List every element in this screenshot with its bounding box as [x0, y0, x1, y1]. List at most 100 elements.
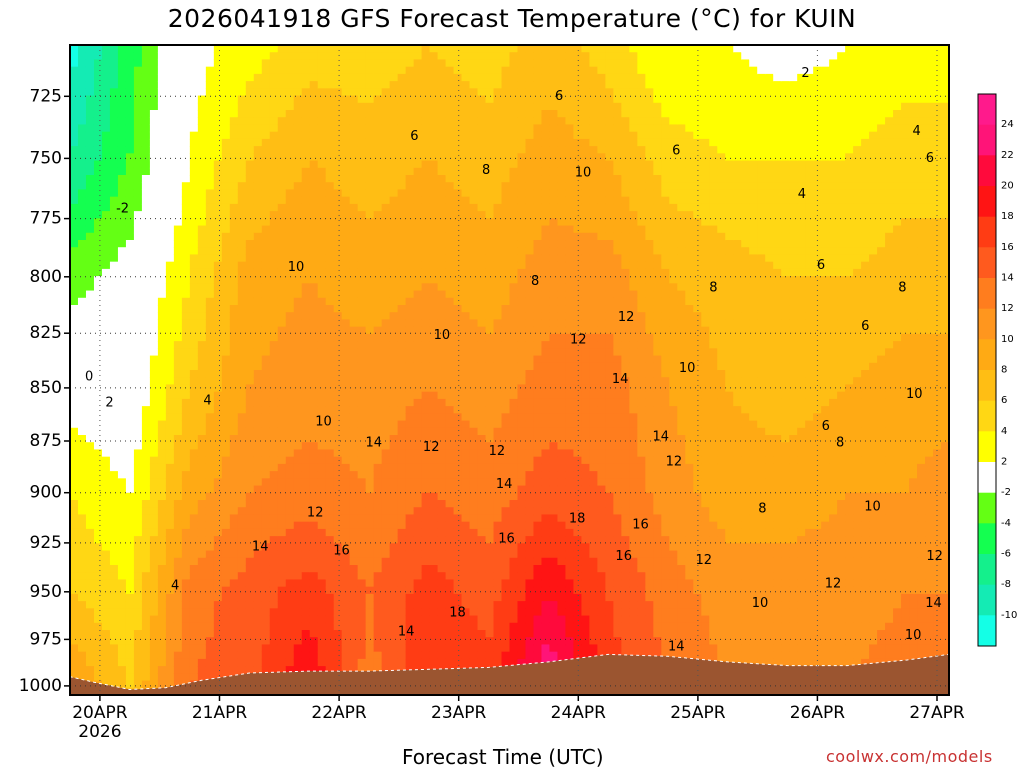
temperature-cell [221, 435, 231, 443]
temperature-cell [349, 88, 359, 97]
temperature-cell [453, 442, 463, 451]
temperature-cell [205, 333, 215, 342]
temperature-cell [269, 305, 279, 313]
temperature-cell [221, 456, 231, 465]
temperature-cell [77, 485, 87, 494]
temperature-cell [237, 442, 247, 451]
temperature-cell [485, 341, 495, 349]
temperature-cell [341, 153, 351, 162]
temperature-cell [133, 283, 143, 292]
temperature-cell [101, 341, 111, 349]
temperature-cell [205, 66, 215, 75]
temperature-cell [245, 45, 255, 53]
temperature-cell [237, 254, 247, 263]
temperature-cell [181, 153, 191, 162]
temperature-cell [429, 203, 439, 212]
temperature-cell [325, 666, 335, 674]
temperature-cell [381, 247, 391, 256]
temperature-cell [405, 45, 415, 53]
temperature-cell [253, 182, 263, 191]
temperature-cell [245, 326, 255, 335]
temperature-cell [341, 319, 351, 328]
temperature-cell [173, 297, 183, 306]
temperature-cell [253, 565, 263, 573]
temperature-cell [293, 492, 303, 501]
temperature-cell [429, 268, 439, 277]
temperature-cell [437, 514, 447, 523]
temperature-cell [109, 463, 119, 472]
temperature-cell [237, 615, 247, 624]
temperature-cell [261, 240, 271, 248]
temperature-cell [253, 521, 263, 530]
temperature-cell [413, 261, 423, 270]
temperature-cell [173, 673, 183, 682]
temperature-cell [221, 319, 231, 328]
temperature-cell [485, 146, 495, 154]
temperature-cell [381, 478, 391, 487]
temperature-cell [245, 435, 255, 443]
temperature-cell [77, 102, 87, 111]
temperature-cell [221, 615, 231, 624]
temperature-cell [133, 218, 143, 227]
temperature-cell [421, 167, 431, 176]
temperature-cell [493, 240, 503, 248]
temperature-cell [309, 348, 319, 357]
temperature-cell [501, 232, 511, 241]
temperature-cell [141, 500, 151, 508]
temperature-cell [469, 507, 479, 516]
temperature-cell [157, 182, 167, 191]
temperature-cell [205, 297, 215, 306]
temperature-cell [381, 218, 391, 227]
temperature-cell [461, 413, 471, 422]
temperature-cell [125, 586, 135, 595]
temperature-cell [77, 138, 87, 147]
temperature-cell [429, 175, 439, 183]
temperature-cell [333, 146, 343, 154]
temperature-cell [253, 492, 263, 501]
temperature-cell [221, 644, 231, 653]
temperature-cell [277, 232, 287, 241]
temperature-cell [357, 471, 367, 479]
temperature-cell [189, 131, 199, 140]
temperature-cell [181, 630, 191, 638]
temperature-cell [109, 557, 119, 566]
temperature-cell [341, 622, 351, 631]
temperature-cell [245, 478, 255, 487]
temperature-cell [189, 572, 199, 581]
temperature-cell [493, 297, 503, 306]
temperature-cell [453, 449, 463, 458]
temperature-cell [285, 377, 295, 386]
temperature-cell [317, 131, 327, 140]
temperature-cell [301, 391, 311, 400]
temperature-cell [125, 658, 135, 667]
temperature-cell [197, 673, 207, 682]
temperature-cell [469, 355, 479, 364]
temperature-cell [269, 579, 279, 588]
temperature-cell [77, 608, 87, 617]
temperature-cell [229, 167, 239, 176]
temperature-cell [469, 254, 479, 263]
temperature-cell [485, 319, 495, 328]
temperature-cell [445, 442, 455, 451]
temperature-cell [381, 485, 391, 494]
temperature-cell [397, 557, 407, 566]
temperature-cell [149, 456, 159, 465]
temperature-cell [509, 268, 519, 277]
temperature-cell [389, 45, 399, 53]
temperature-cell [437, 391, 447, 400]
temperature-cell [437, 615, 447, 624]
temperature-cell [429, 557, 439, 566]
temperature-cell [237, 500, 247, 508]
temperature-cell [429, 536, 439, 544]
temperature-cell [181, 146, 191, 154]
temperature-cell [445, 59, 455, 68]
temperature-cell [277, 630, 287, 638]
temperature-cell [325, 637, 335, 646]
temperature-cell [325, 182, 335, 191]
temperature-cell [493, 326, 503, 335]
temperature-cell [77, 507, 87, 516]
temperature-cell [125, 276, 135, 284]
temperature-cell [237, 167, 247, 176]
temperature-cell [93, 102, 103, 111]
temperature-cell [277, 492, 287, 501]
